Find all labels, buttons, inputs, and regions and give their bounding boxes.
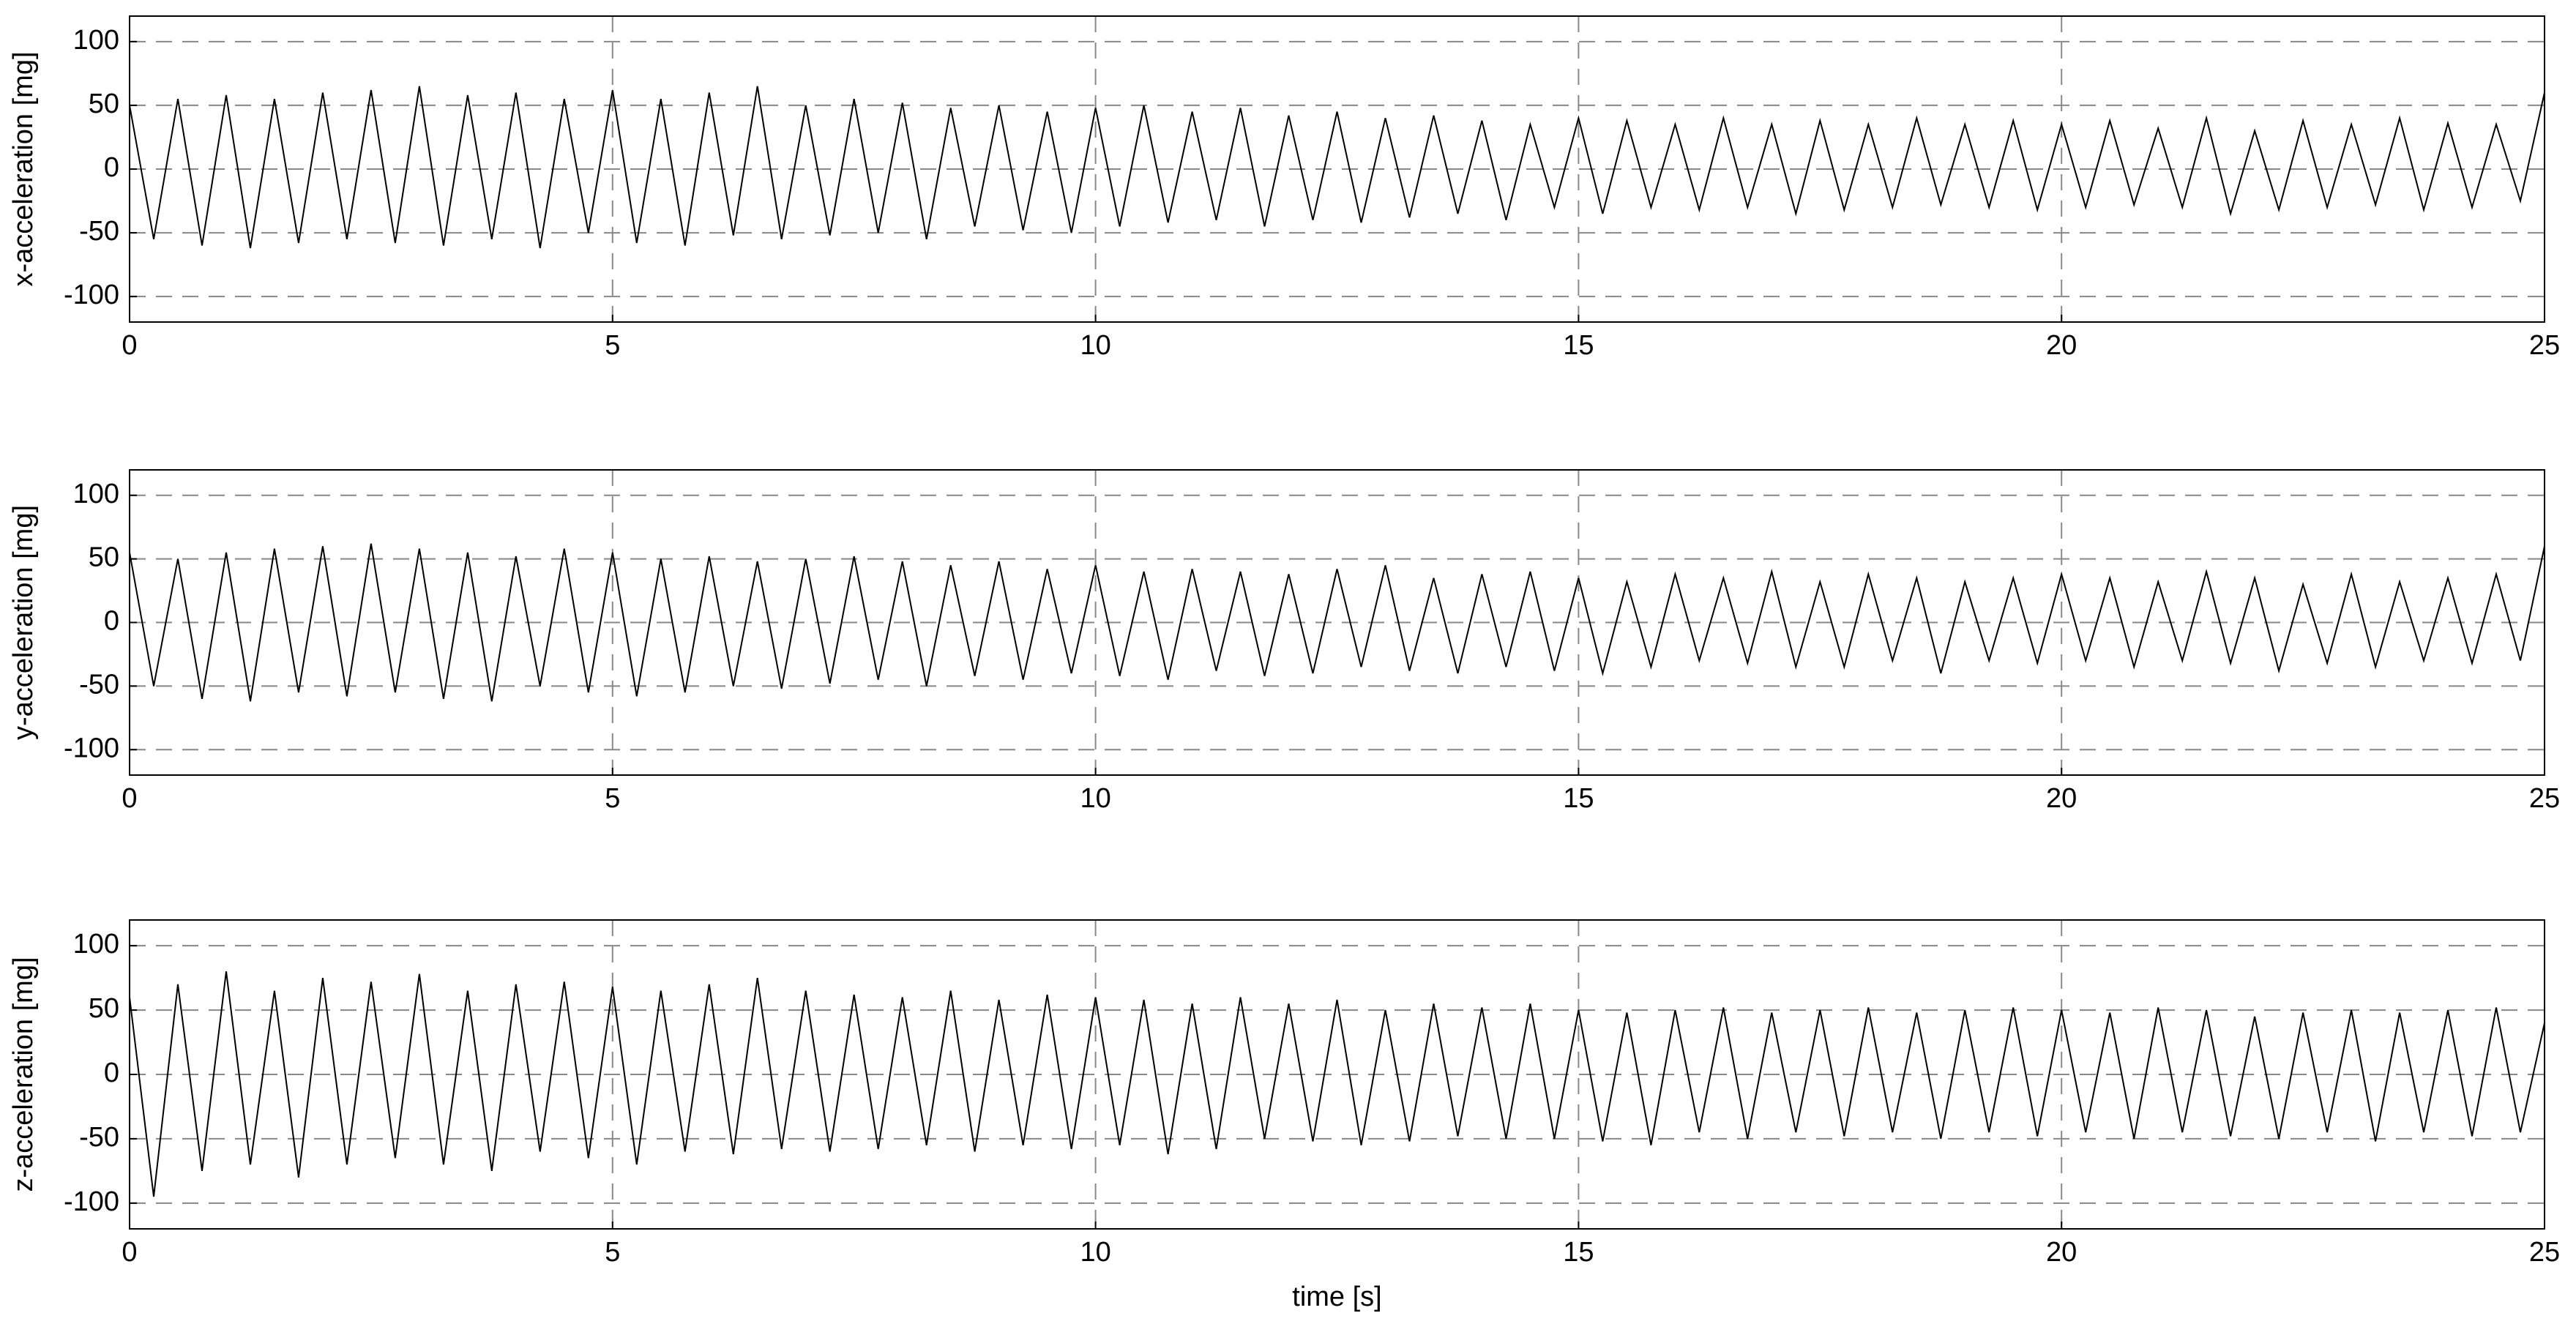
x-tick-label: 10 <box>1080 330 1110 361</box>
x-tick-label: 10 <box>1080 1237 1110 1268</box>
y-tick-label: 0 <box>104 152 119 183</box>
y-tick-label: -50 <box>79 216 119 247</box>
data-line <box>129 971 2545 1197</box>
x-tick-label: 5 <box>605 330 620 361</box>
y-tick-label: -50 <box>79 669 119 700</box>
x-tick-label: 10 <box>1080 783 1110 814</box>
y-tick-label: 100 <box>73 929 119 960</box>
y-axis-label: y-acceleration [mg] <box>8 505 39 740</box>
x-tick-label: 5 <box>605 1237 620 1268</box>
plot-frame <box>129 919 2545 1230</box>
x-tick-label: 20 <box>2046 783 2077 814</box>
x-tick-label: 15 <box>1563 330 1594 361</box>
y-tick-label: 50 <box>89 542 119 573</box>
y-tick-label: -100 <box>64 280 119 310</box>
plot-frame <box>129 15 2545 323</box>
x-tick-label: 25 <box>2529 1237 2560 1268</box>
data-line <box>129 543 2545 702</box>
y-tick-label: 100 <box>73 479 119 509</box>
plot-frame <box>129 469 2545 776</box>
y-tick-label: 50 <box>89 993 119 1024</box>
x-tick-label: 0 <box>122 783 137 814</box>
y-tick-label: 100 <box>73 25 119 56</box>
x-tick-label: 20 <box>2046 330 2077 361</box>
x-tick-label: 25 <box>2529 330 2560 361</box>
x-tick-label: 25 <box>2529 783 2560 814</box>
y-tick-label: 0 <box>104 606 119 637</box>
y-tick-label: -100 <box>64 733 119 763</box>
y-axis-label: z-acceleration [mg] <box>8 957 39 1192</box>
y-tick-label: -50 <box>79 1122 119 1153</box>
y-axis-label: x-acceleration [mg] <box>8 51 39 286</box>
x-tick-label: 15 <box>1563 783 1594 814</box>
x-tick-label: 20 <box>2046 1237 2077 1268</box>
x-tick-label: 0 <box>122 330 137 361</box>
x-tick-label: 0 <box>122 1237 137 1268</box>
y-tick-label: 0 <box>104 1058 119 1088</box>
y-tick-label: 50 <box>89 89 119 119</box>
x-tick-label: 5 <box>605 783 620 814</box>
x-tick-label: 15 <box>1563 1237 1594 1268</box>
y-tick-label: -100 <box>64 1186 119 1217</box>
x-axis-label: time [s] <box>1292 1282 1381 1312</box>
data-line <box>129 86 2545 249</box>
